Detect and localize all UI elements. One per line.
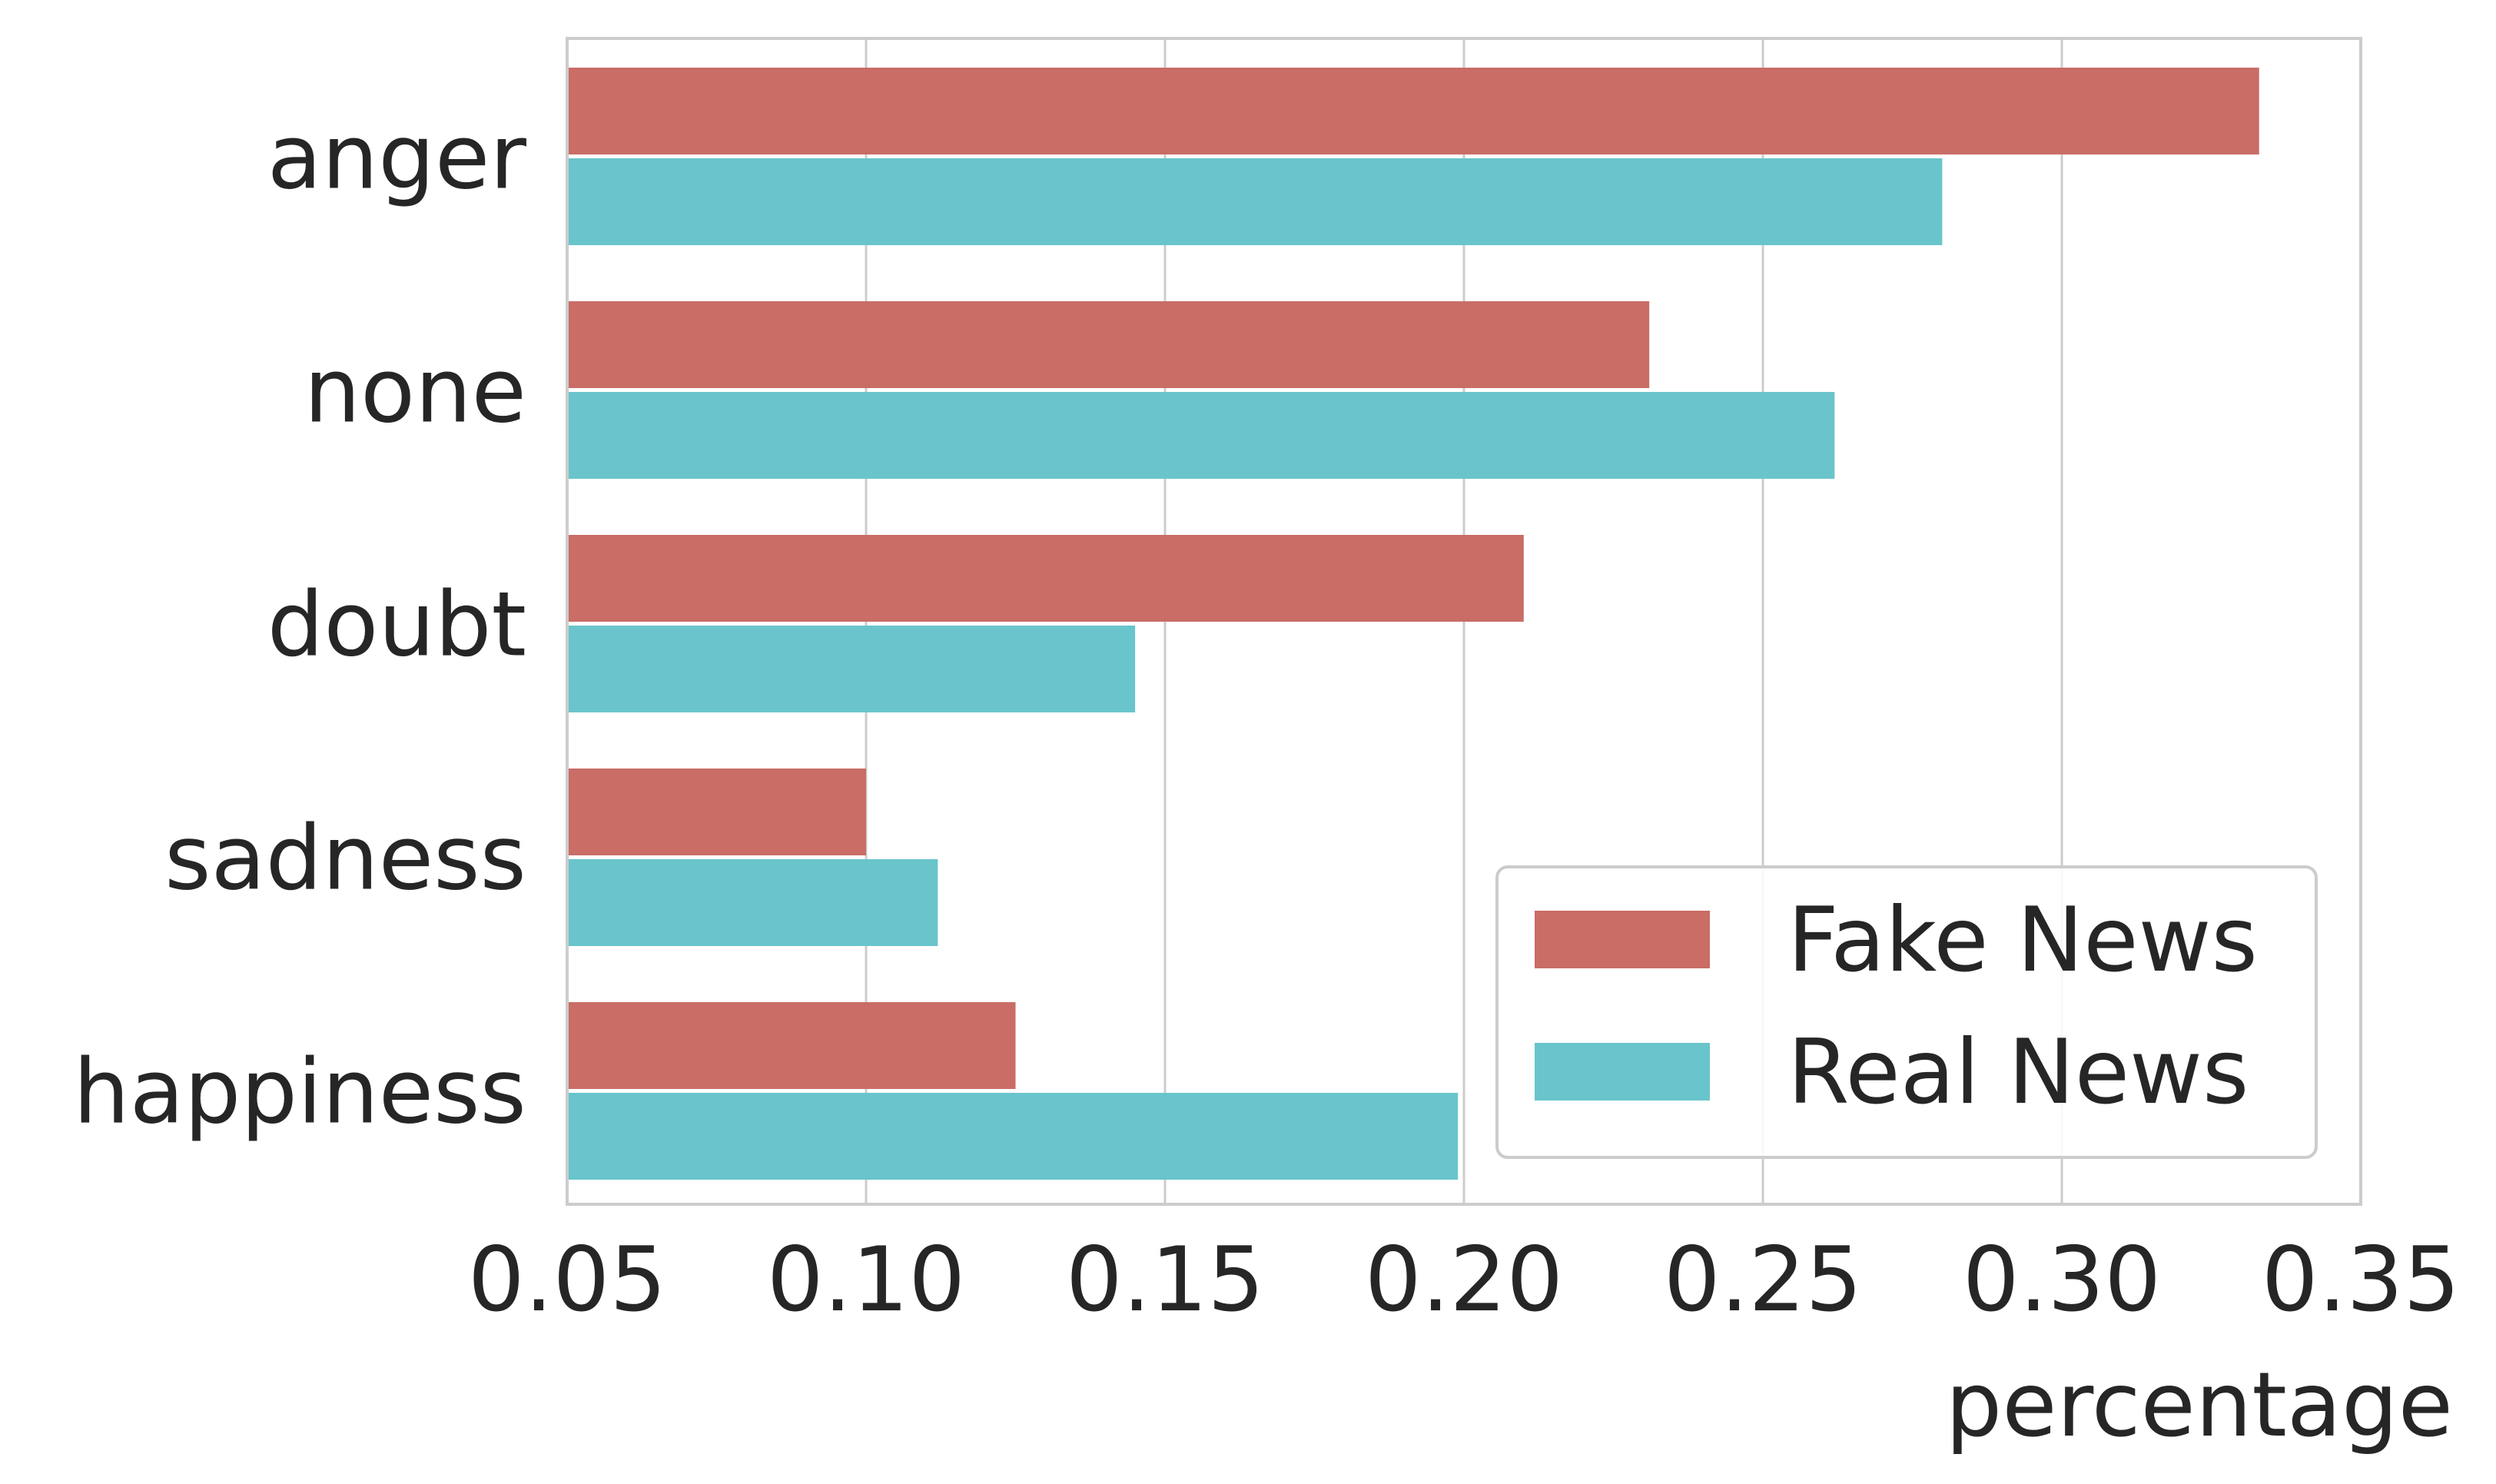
- y-tick-label: sadness: [164, 807, 526, 911]
- y-tick-label: doubt: [267, 573, 526, 677]
- y-tick-label: anger: [267, 106, 527, 210]
- x-tick-labels: 0.05 0.10 0.15 0.20 0.25 0.30 0.35: [468, 1228, 2460, 1332]
- y-tick-labels: anger none doubt sadness happiness: [73, 106, 526, 1144]
- y-tick-label: happiness: [73, 1041, 526, 1144]
- x-tick-label: 0.25: [1664, 1228, 1862, 1332]
- bar-happiness-1: [567, 1093, 1459, 1180]
- bar-sadness-0: [567, 769, 866, 855]
- legend-swatch: [1535, 911, 1710, 968]
- bar-anger-1: [567, 158, 1943, 245]
- legend-swatch: [1535, 1043, 1710, 1101]
- x-tick-label: 0.30: [1963, 1228, 2161, 1332]
- bar-none-0: [567, 301, 1650, 388]
- x-tick-label: 0.20: [1365, 1228, 1563, 1332]
- legend-label: Real News: [1787, 1021, 2249, 1124]
- bar-doubt-1: [567, 626, 1136, 712]
- x-tick-label: 0.10: [767, 1228, 965, 1332]
- x-tick-label: 0.15: [1066, 1228, 1264, 1332]
- bar-happiness-0: [567, 1002, 1016, 1089]
- x-tick-label: 0.05: [468, 1228, 666, 1332]
- bar-sadness-1: [567, 859, 938, 946]
- legend: Fake News Real News: [1495, 865, 2318, 1159]
- x-tick-label: 0.35: [2262, 1228, 2460, 1332]
- plot-frame: [566, 37, 2362, 1206]
- legend-label: Fake News: [1787, 888, 2258, 992]
- bar-none-1: [567, 392, 1835, 479]
- x-axis-label: percentage: [1946, 1353, 2453, 1457]
- bar-doubt-0: [567, 535, 1524, 622]
- bars: [567, 68, 2259, 1180]
- bar-anger-0: [567, 68, 2259, 154]
- y-tick-label: none: [304, 340, 526, 443]
